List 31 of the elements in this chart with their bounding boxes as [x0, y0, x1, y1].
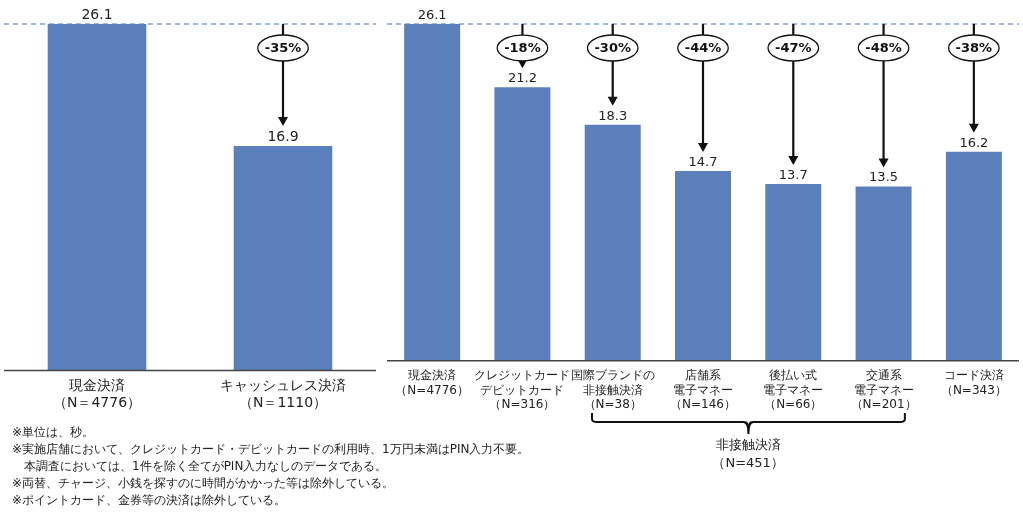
- text: 本調査においては、1件を除く全てがPIN入力なしのデータである。: [24, 459, 388, 473]
- x-tick-label: 現金決済（N＝4776）: [52, 377, 142, 411]
- text: 非接触決済（N=451）: [712, 436, 784, 470]
- data-label: 13.5: [869, 169, 899, 185]
- annotation: -38%: [955, 40, 993, 56]
- x-tick-label: クレジットカードデビットカード（N=316）: [474, 368, 571, 411]
- text: ※単位は、秒。: [12, 425, 95, 439]
- annotation: -48%: [865, 40, 902, 56]
- annotation: -47%: [775, 40, 812, 56]
- data-label: 21.2: [507, 70, 537, 86]
- x-tick-label: コード決済（N=343）: [940, 368, 1007, 397]
- x-tick-label: 現金決済（N=4776）: [395, 368, 469, 397]
- data-label: 16.2: [959, 134, 989, 150]
- annotation: -30%: [594, 40, 631, 56]
- data-label: 14.7: [688, 153, 718, 169]
- data-label: 26.1: [417, 6, 447, 22]
- text: ※実施店舗において、クレジットカード・デビットカードの利用時、1万円未満はPIN入力不要。: [12, 442, 530, 456]
- data-label: 26.1: [81, 5, 113, 22]
- annotation: -18%: [504, 40, 541, 56]
- data-label: 18.3: [598, 107, 628, 123]
- x-tick-label: 店舗系電子マネー（N=146）: [670, 368, 736, 411]
- data-label: 13.7: [778, 166, 808, 182]
- annotation: -35%: [264, 40, 302, 56]
- x-tick-label: キャッシュレス決済（N＝1110）: [220, 377, 346, 411]
- text: ※両替、チャージ、小銭を探すのに時間がかかった等は除外している。: [12, 476, 395, 490]
- x-tick-label: 国際ブランドの非接触決済（N=38）: [570, 368, 655, 411]
- text: ※ポイントカード、金券等の決済は除外している。: [12, 493, 287, 507]
- annotation: -44%: [684, 40, 722, 56]
- data-label: 16.9: [267, 127, 299, 144]
- x-tick-label: 後払い式電子マネー（N=66）: [763, 368, 824, 411]
- x-tick-label: 交通系電子マネー（N=201）: [850, 368, 917, 411]
